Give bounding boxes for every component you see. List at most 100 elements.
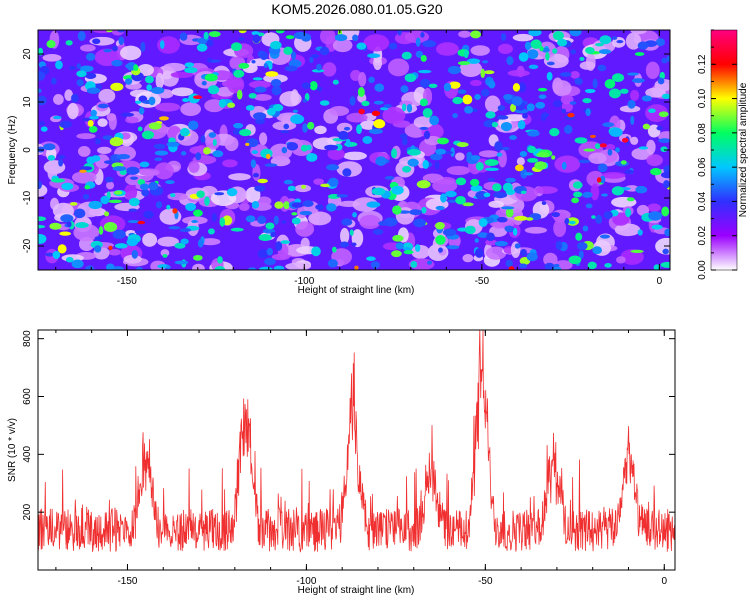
- heatmap-cell: [574, 77, 583, 85]
- heatmap-cell: [60, 214, 74, 223]
- heatmap-cell: [373, 228, 384, 235]
- heatmap-cell: [382, 106, 406, 124]
- heatmap-cell: [137, 126, 143, 132]
- heatmap-cell: [275, 241, 283, 251]
- heatmap-cell: [265, 71, 279, 77]
- heatmap-cell: [251, 150, 258, 155]
- heatmap-cell: [400, 85, 409, 93]
- heatmap-cell: [104, 176, 114, 183]
- heatmap-cell: [642, 123, 651, 130]
- heatmap-cell: [457, 61, 471, 66]
- heatmap-cell: [402, 247, 411, 251]
- heatmap-y-tick-label: 20: [22, 48, 33, 60]
- heatmap-cell: [179, 228, 192, 233]
- heatmap-cell: [616, 256, 626, 264]
- heatmap-cell: [283, 123, 290, 130]
- heatmap-cell: [588, 152, 607, 164]
- heatmap-cell: [211, 213, 217, 222]
- heatmap-cell: [153, 143, 166, 150]
- heatmap-cell: [576, 242, 588, 250]
- heatmap-cell: [140, 41, 146, 52]
- heatmap-cell: [266, 247, 274, 256]
- heatmap-cell: [117, 30, 125, 33]
- heatmap-cell: [163, 62, 186, 72]
- heatmap-cell: [76, 63, 82, 69]
- heatmap-peak: [621, 137, 629, 143]
- heatmap-cell: [314, 125, 327, 135]
- heatmap-cell: [512, 33, 534, 42]
- heatmap-cell: [446, 245, 460, 250]
- heatmap-cell: [434, 161, 440, 170]
- heatmap-cell: [401, 137, 408, 146]
- heatmap-cell: [349, 96, 356, 106]
- heatmap-cell: [487, 177, 495, 182]
- heatmap-cell: [607, 149, 613, 156]
- heatmap-cell: [604, 262, 612, 268]
- heatmap-cell: [402, 165, 412, 173]
- heatmap-cell: [543, 252, 558, 267]
- heatmap-cell: [131, 249, 138, 259]
- heatmap-cell: [148, 96, 156, 106]
- heatmap-cell: [124, 183, 138, 201]
- heatmap-cell: [326, 164, 340, 171]
- heatmap-cell: [300, 144, 308, 152]
- heatmap-cell: [541, 112, 549, 118]
- heatmap-cell: [578, 159, 591, 164]
- heatmap-cell: [462, 202, 474, 207]
- heatmap-cell: [470, 79, 482, 87]
- heatmap-cell: [110, 82, 124, 92]
- heatmap-cell: [445, 190, 457, 198]
- heatmap-cell: [130, 176, 139, 180]
- heatmap-cell: [268, 62, 273, 70]
- heatmap-cell: [559, 72, 572, 77]
- heatmap-cell: [464, 106, 474, 114]
- heatmap-y-tick-label: -10: [22, 190, 33, 205]
- heatmap-cell: [40, 126, 48, 132]
- heatmap-cell: [630, 249, 644, 254]
- heatmap-cell: [193, 209, 203, 217]
- heatmap-cell: [76, 79, 84, 87]
- heatmap-cell: [374, 83, 385, 92]
- heatmap-cell: [71, 93, 79, 103]
- heatmap-cell: [51, 77, 57, 85]
- heatmap-cell: [197, 239, 204, 248]
- heatmap-cell: [492, 183, 502, 192]
- heatmap-cell: [155, 102, 181, 112]
- heatmap-cell: [265, 222, 275, 230]
- heatmap-cell: [267, 107, 276, 116]
- heatmap-cell: [401, 103, 407, 112]
- heatmap-cell: [528, 30, 542, 37]
- heatmap-cell: [319, 46, 330, 56]
- heatmap-cell: [403, 249, 414, 255]
- heatmap-cell: [651, 224, 663, 230]
- heatmap-cell: [611, 73, 625, 82]
- heatmap-cell: [245, 104, 255, 111]
- heatmap-cell: [519, 151, 528, 157]
- heatmap-cell: [76, 133, 96, 140]
- heatmap-cell: [537, 87, 548, 92]
- heatmap-cell: [87, 119, 94, 127]
- heatmap-y-tick-label: -20: [22, 238, 33, 253]
- heatmap-cell: [391, 250, 402, 258]
- heatmap-cell: [97, 146, 112, 155]
- heatmap-cell: [55, 60, 63, 70]
- heatmap-cell: [406, 103, 413, 113]
- heatmap-cell: [631, 147, 653, 160]
- heatmap-cell: [85, 72, 97, 79]
- heatmap-cell: [206, 39, 214, 47]
- heatmap-cell: [97, 103, 109, 109]
- heatmap-cell: [486, 232, 495, 242]
- heatmap-cell: [106, 113, 117, 122]
- heatmap-cell: [336, 194, 349, 198]
- heatmap-cell: [443, 82, 452, 92]
- heatmap-cell: [58, 154, 66, 160]
- heatmap-cell: [662, 248, 669, 255]
- heatmap-cell: [518, 263, 528, 269]
- heatmap-cell: [306, 152, 318, 162]
- heatmap-cell: [58, 159, 64, 167]
- heatmap-cell: [349, 229, 354, 236]
- heatmap-cell: [111, 266, 124, 270]
- heatmap-cell: [53, 94, 64, 105]
- heatmap-cell: [139, 183, 150, 191]
- heatmap-cell: [619, 105, 641, 113]
